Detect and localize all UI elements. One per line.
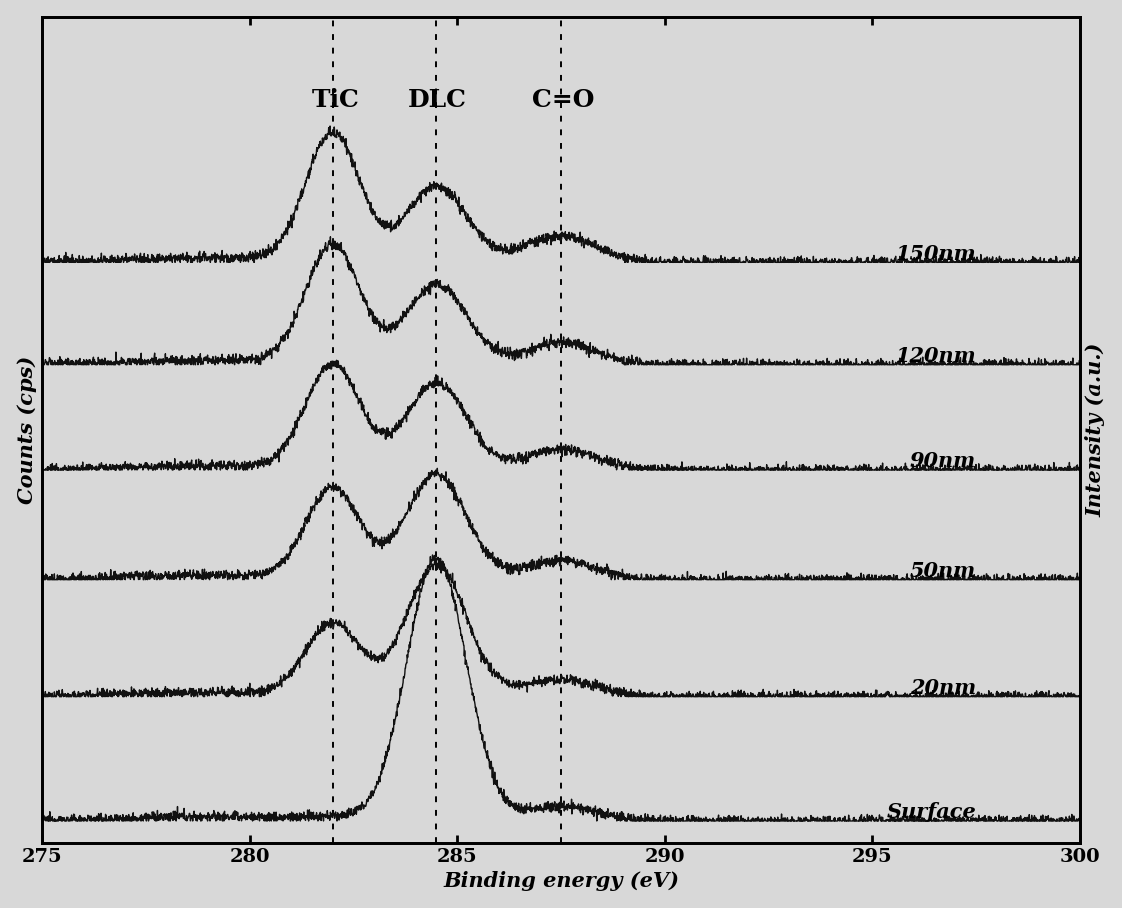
Text: DLC: DLC xyxy=(407,88,467,112)
Text: TiC: TiC xyxy=(312,88,360,112)
Text: 120nm: 120nm xyxy=(895,346,976,366)
Y-axis label: Intensity (a.u.): Intensity (a.u.) xyxy=(1085,342,1105,517)
Text: 150nm: 150nm xyxy=(895,243,976,263)
Text: 20nm: 20nm xyxy=(910,678,976,698)
Text: 90nm: 90nm xyxy=(910,451,976,471)
Text: Surface: Surface xyxy=(886,802,976,823)
Y-axis label: Counts (cps): Counts (cps) xyxy=(17,356,37,504)
Text: 50nm: 50nm xyxy=(910,561,976,581)
Text: C=O: C=O xyxy=(532,88,595,112)
X-axis label: Binding energy (eV): Binding energy (eV) xyxy=(443,872,679,892)
